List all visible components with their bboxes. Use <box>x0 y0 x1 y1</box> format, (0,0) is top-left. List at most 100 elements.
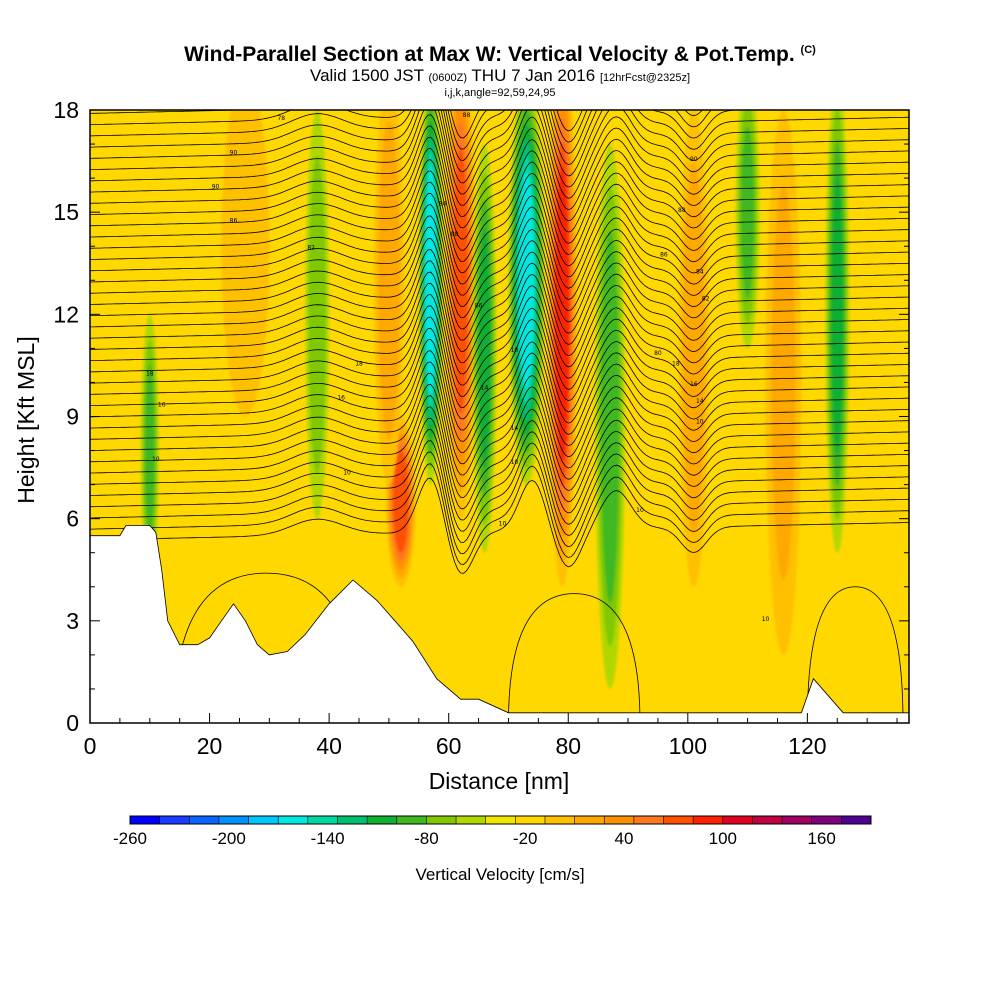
updraft-cell-0 <box>392 450 409 553</box>
contour-label: 10 <box>511 459 519 466</box>
y-tick-label: 12 <box>53 301 79 327</box>
contour-label: 14 <box>511 425 519 432</box>
x-tick-label: 0 <box>84 733 97 759</box>
colorbar-swatch <box>841 816 872 824</box>
y-tick-label: 18 <box>53 97 79 123</box>
colorbar-swatch <box>396 816 427 824</box>
isentrope-line <box>90 294 909 397</box>
forecast-info: [12hrFcst@2325z] <box>599 72 690 84</box>
contour-label: 18 <box>146 371 154 378</box>
contour-label: 18 <box>672 360 680 367</box>
colorbar-swatch <box>515 816 546 824</box>
colorbar-swatch <box>307 816 338 824</box>
valid-prefix: Valid 1500 JST <box>310 66 424 85</box>
isentrope-line <box>90 372 909 476</box>
valid-day: THU 7 Jan 2016 <box>471 66 596 85</box>
colorbar-swatch <box>218 816 250 824</box>
y-tick-label: 0 <box>66 710 79 736</box>
contour-label: 18 <box>355 360 363 367</box>
isentrope-line <box>90 282 909 386</box>
colorbar-swatch <box>663 816 694 824</box>
isentrope-line <box>90 204 909 307</box>
colorbar-swatch <box>574 816 605 824</box>
chart-title: Wind-Parallel Section at Max W: Vertical… <box>184 43 795 66</box>
contour-labels: 78 90 90 86 82 18 16 10 18 16 10 88 86 88 86 18 14 14 10 10… <box>146 112 770 623</box>
isentrope-line <box>90 125 909 229</box>
isentrope-line <box>90 170 909 274</box>
y-tick-label: 6 <box>66 506 79 532</box>
colorbar-swatch <box>248 816 279 824</box>
isentrope-line <box>90 477 909 574</box>
isentrope-line <box>90 114 909 218</box>
isentrope-line <box>90 136 909 240</box>
colorbar-swatch <box>189 816 220 824</box>
isentrope-line <box>90 384 909 487</box>
colorbar-swatch <box>544 816 576 824</box>
isentrope-line <box>90 440 909 543</box>
x-tick-label: 40 <box>316 733 342 759</box>
isentrope-line <box>90 271 909 375</box>
isentrope-line <box>90 110 909 206</box>
x-tick-label: 20 <box>197 733 223 759</box>
y-axis-title: Height [Kft MSL] <box>13 336 39 503</box>
contour-label: 86 <box>439 200 447 207</box>
low-level-contour <box>806 586 904 723</box>
y-tick-label: 3 <box>66 608 79 634</box>
colorbar-swatch <box>604 816 635 824</box>
isentrope-line <box>90 110 909 173</box>
colorbar-tick-label: -200 <box>212 829 246 848</box>
x-tick-label: 60 <box>436 733 462 759</box>
downdraft-cell-7 <box>425 165 437 395</box>
contour-label: 80 <box>654 350 662 357</box>
x-tick-label: 80 <box>555 733 581 759</box>
colorbar-tick-label: -80 <box>414 829 439 848</box>
colorbar-tick-label: 100 <box>709 829 737 848</box>
isentrope-line <box>90 339 909 442</box>
colorbar-swatch <box>811 816 842 824</box>
colorbar-swatch <box>693 816 724 824</box>
colorbar-frame <box>129 815 872 825</box>
colorbar-swatch <box>485 816 516 824</box>
updraft-cell-1 <box>377 120 400 440</box>
colorbar-swatch <box>278 816 309 824</box>
colorbar-title: Vertical Velocity [cm/s] <box>415 865 584 884</box>
isentrope-line <box>90 110 909 184</box>
isentrope-line <box>90 463 909 565</box>
isentrope-line <box>90 147 909 251</box>
isentrope-line <box>90 237 909 341</box>
copyright-mark: (C) <box>800 44 816 56</box>
isentrope-line <box>90 451 909 555</box>
colorbar-swatch <box>633 816 665 824</box>
colorbar-swatch <box>782 816 813 824</box>
isentrope-line <box>90 215 909 319</box>
low-level-contour <box>508 593 641 723</box>
isentrope-line <box>90 159 909 262</box>
contour-label: 90 <box>690 156 698 163</box>
contour-label: 78 <box>277 115 285 122</box>
axes: 0 20 40 60 80 100 120 0 3 6 9 12 15 18 <box>53 97 909 759</box>
chart-title-line: Wind-Parallel Section at Max W: Vertical… <box>0 38 1000 67</box>
updraft-cell-2 <box>453 146 468 414</box>
isentrope-line <box>90 316 909 420</box>
contour-label: 82 <box>307 245 315 252</box>
contour-label: 10 <box>152 456 160 463</box>
x-tick-label: 100 <box>669 733 707 759</box>
contour-label: 16 <box>337 394 345 401</box>
isentrope-line <box>90 110 751 161</box>
isentrope-line <box>90 327 909 431</box>
colorbar-swatch <box>752 816 783 824</box>
isentrope-line <box>90 417 909 521</box>
chart-header: Wind-Parallel Section at Max W: Vertical… <box>0 38 1000 99</box>
isentrope-line <box>90 192 909 296</box>
x-tick-label: 120 <box>788 733 826 759</box>
colorbar: -260 -200 -140 -80 -20 40 100 160 <box>113 815 872 848</box>
contour-label: 18 <box>511 347 519 354</box>
colorbar-swatch <box>367 816 398 824</box>
isentrope-line <box>90 260 909 364</box>
updraft-cell-6 <box>221 110 270 417</box>
isentrope-line <box>90 350 909 454</box>
colorbar-tick-label: 40 <box>615 829 634 848</box>
downdraft-cell-10 <box>600 229 620 604</box>
contour-label: 90 <box>230 149 238 156</box>
y-tick-label: 9 <box>66 404 79 430</box>
